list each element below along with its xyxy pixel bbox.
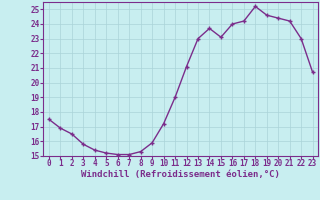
X-axis label: Windchill (Refroidissement éolien,°C): Windchill (Refroidissement éolien,°C)	[81, 170, 280, 179]
